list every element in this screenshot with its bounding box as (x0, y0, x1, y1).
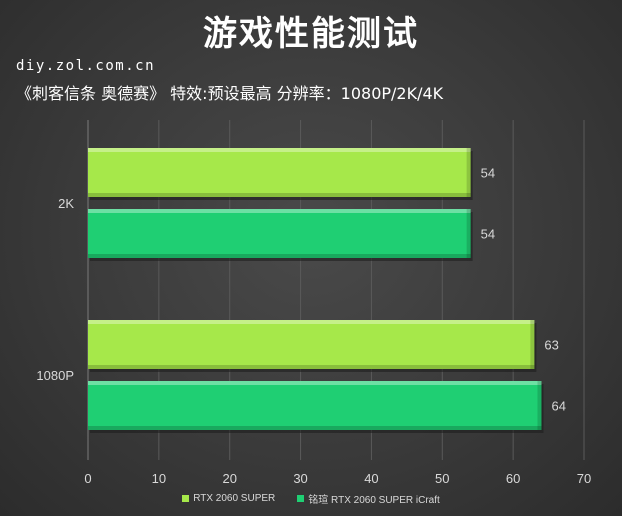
x-tick-label-40: 40 (364, 471, 378, 486)
legend-label-series-1: RTX 2060 SUPER (193, 493, 276, 504)
legend-label-series-2: 铭瑄 RTX 2060 SUPER iCraft (308, 495, 440, 506)
bar-bottom-1080P-1 (88, 365, 535, 369)
legend-item-series-2: 铭瑄 RTX 2060 SUPER iCraft (297, 491, 440, 506)
bar-bottom-1080P-2 (88, 426, 542, 430)
bar-edge-1080P-2 (537, 381, 542, 430)
bar-2K-series-1 (88, 148, 471, 197)
bar-highlight-2K-2 (88, 209, 471, 213)
y-tick-label-1080P: 1080P (36, 368, 74, 383)
x-tick-label-20: 20 (222, 471, 236, 486)
y-tick-label-2K: 2K (58, 196, 74, 211)
bar-bottom-2K-1 (88, 193, 471, 197)
legend-item-series-1: RTX 2060 SUPER (182, 491, 275, 506)
chart-legend: RTX 2060 SUPER 铭瑄 RTX 2060 SUPER iCraft (0, 491, 622, 506)
data-label-1080P-2: 64 (551, 399, 565, 414)
bar-edge-2K-2 (466, 209, 471, 258)
bar-edge-1080P-1 (530, 320, 535, 369)
bar-highlight-1080P-1 (88, 320, 535, 324)
x-tick-label-50: 50 (435, 471, 449, 486)
bar-bottom-2K-2 (88, 254, 471, 258)
bar-1080P-series-1 (88, 320, 535, 369)
bar-2K-series-2 (88, 209, 471, 258)
x-tick-label-60: 60 (506, 471, 520, 486)
data-label-1080P-1: 63 (544, 338, 558, 353)
x-tick-label-0: 0 (84, 471, 91, 486)
x-tick-label-70: 70 (577, 471, 591, 486)
data-label-2K-1: 54 (481, 166, 495, 181)
bar-1080P-series-2 (88, 381, 542, 430)
data-label-2K-2: 54 (481, 227, 495, 242)
legend-swatch-series-2 (297, 495, 305, 502)
legend-swatch-series-1 (182, 495, 190, 502)
x-tick-label-30: 30 (293, 471, 307, 486)
page-title: 游戏性能测试 (203, 14, 419, 54)
bar-highlight-2K-1 (88, 148, 471, 152)
chart-subtitle: 《刺客信条 奥德赛》 特效:预设最高 分辨率：1080P/2K/4K (16, 84, 444, 103)
bar-edge-2K-1 (466, 148, 471, 197)
source-url: diy.zol.com.cn (16, 58, 156, 74)
bar-highlight-1080P-2 (88, 381, 542, 385)
x-tick-label-10: 10 (152, 471, 166, 486)
